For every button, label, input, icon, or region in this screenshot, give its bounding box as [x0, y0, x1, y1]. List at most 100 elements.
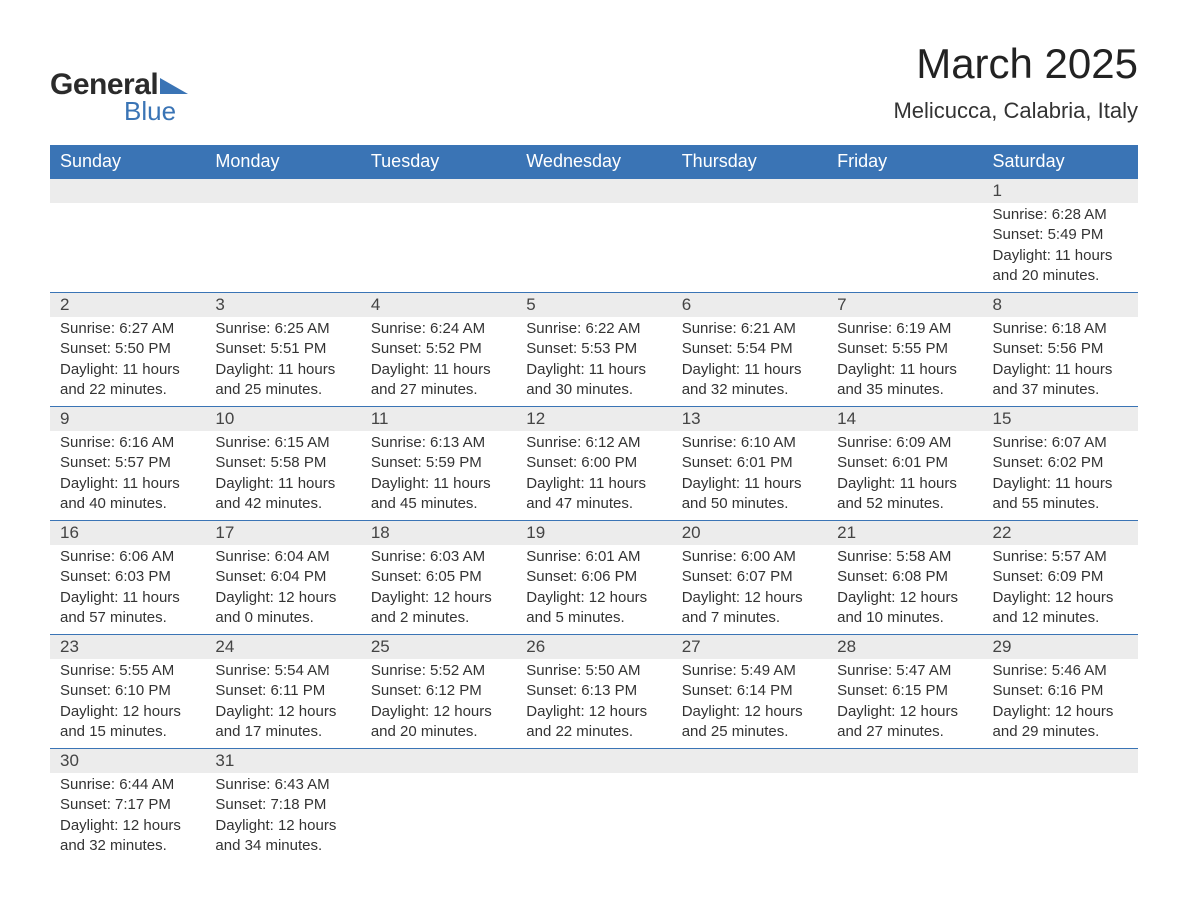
daylight-line2: and 27 minutes.	[371, 380, 506, 400]
day-cell: Sunrise: 5:50 AMSunset: 6:13 PMDaylight:…	[516, 659, 671, 749]
sunrise: Sunrise: 5:47 AM	[837, 661, 972, 681]
sunset	[60, 225, 195, 245]
sunset: Sunset: 5:49 PM	[993, 225, 1128, 245]
day-cell	[827, 203, 982, 293]
sunrise: Sunrise: 5:54 AM	[215, 661, 350, 681]
daylight-line1	[682, 246, 817, 266]
day-number: 21	[827, 521, 982, 546]
daylight-line1: Daylight: 11 hours	[60, 474, 195, 494]
sunrise: Sunrise: 6:12 AM	[526, 433, 661, 453]
day-cell: Sunrise: 6:44 AMSunset: 7:17 PMDaylight:…	[50, 773, 205, 862]
day-number: 14	[827, 407, 982, 432]
day-number	[983, 749, 1138, 774]
sunset	[371, 795, 506, 815]
daylight-line2: and 52 minutes.	[837, 494, 972, 514]
daylight-line1: Daylight: 12 hours	[215, 702, 350, 722]
detail-row: Sunrise: 6:28 AMSunset: 5:49 PMDaylight:…	[50, 203, 1138, 293]
sunrise: Sunrise: 5:49 AM	[682, 661, 817, 681]
sunrise: Sunrise: 5:57 AM	[993, 547, 1128, 567]
day-number: 6	[672, 293, 827, 318]
day-cell: Sunrise: 6:04 AMSunset: 6:04 PMDaylight:…	[205, 545, 360, 635]
day-number: 24	[205, 635, 360, 660]
daylight-line2: and 32 minutes.	[60, 836, 195, 856]
daylight-line1	[215, 246, 350, 266]
daylight-line1: Daylight: 11 hours	[993, 246, 1128, 266]
daylight-line2	[371, 836, 506, 856]
daylight-line2: and 20 minutes.	[371, 722, 506, 742]
sunset: Sunset: 6:03 PM	[60, 567, 195, 587]
logo: General Blue	[50, 40, 188, 127]
day-cell	[516, 203, 671, 293]
sunrise: Sunrise: 6:06 AM	[60, 547, 195, 567]
daylight-line1: Daylight: 12 hours	[526, 588, 661, 608]
day-number	[516, 749, 671, 774]
daylight-line1	[837, 816, 972, 836]
day-number	[50, 179, 205, 204]
daylight-line1: Daylight: 11 hours	[371, 474, 506, 494]
sunset: Sunset: 5:53 PM	[526, 339, 661, 359]
day-number	[827, 179, 982, 204]
day-cell: Sunrise: 5:49 AMSunset: 6:14 PMDaylight:…	[672, 659, 827, 749]
day-cell: Sunrise: 6:10 AMSunset: 6:01 PMDaylight:…	[672, 431, 827, 521]
sunset	[993, 795, 1128, 815]
day-cell: Sunrise: 6:03 AMSunset: 6:05 PMDaylight:…	[361, 545, 516, 635]
day-cell: Sunrise: 6:16 AMSunset: 5:57 PMDaylight:…	[50, 431, 205, 521]
detail-row: Sunrise: 6:16 AMSunset: 5:57 PMDaylight:…	[50, 431, 1138, 521]
daylight-line1: Daylight: 11 hours	[837, 360, 972, 380]
detail-row: Sunrise: 6:06 AMSunset: 6:03 PM Daylight:…	[50, 545, 1138, 635]
day-cell: Sunrise: 6:01 AMSunset: 6:06 PMDaylight:…	[516, 545, 671, 635]
day-number: 29	[983, 635, 1138, 660]
sunset	[215, 225, 350, 245]
sunrise	[682, 205, 817, 225]
sunset: Sunset: 5:54 PM	[682, 339, 817, 359]
sunrise	[526, 775, 661, 795]
daylight-line2: and 45 minutes.	[371, 494, 506, 514]
day-cell: Sunrise: 6:27 AMSunset: 5:50 PMDaylight:…	[50, 317, 205, 407]
daylight-line2: and 35 minutes.	[837, 380, 972, 400]
day-number	[205, 179, 360, 204]
sunrise: Sunrise: 6:01 AM	[526, 547, 661, 567]
day-cell: Sunrise: 6:25 AMSunset: 5:51 PMDaylight:…	[205, 317, 360, 407]
sunrise: Sunrise: 6:28 AM	[993, 205, 1128, 225]
day-number	[827, 749, 982, 774]
day-number: 28	[827, 635, 982, 660]
sunset: Sunset: 6:07 PM	[682, 567, 817, 587]
sunrise: Sunrise: 6:07 AM	[993, 433, 1128, 453]
sunset: Sunset: 5:56 PM	[993, 339, 1128, 359]
daynum-row: 1	[50, 179, 1138, 204]
sunrise: Sunrise: 5:46 AM	[993, 661, 1128, 681]
title-block: March 2025 Melicucca, Calabria, Italy	[893, 40, 1138, 124]
sunrise	[682, 775, 817, 795]
daynum-row: 3031	[50, 749, 1138, 774]
day-number: 13	[672, 407, 827, 432]
daylight-line2: and 17 minutes.	[215, 722, 350, 742]
sunrise: Sunrise: 6:13 AM	[371, 433, 506, 453]
day-cell	[50, 203, 205, 293]
daylight-line1: Daylight: 12 hours	[60, 702, 195, 722]
sunrise: Sunrise: 6:27 AM	[60, 319, 195, 339]
daylight-line2: and 47 minutes.	[526, 494, 661, 514]
daynum-row: 23242526272829	[50, 635, 1138, 660]
daylight-line1	[682, 816, 817, 836]
day-number: 8	[983, 293, 1138, 318]
daylight-line1: Daylight: 12 hours	[837, 588, 972, 608]
sunrise: Sunrise: 6:18 AM	[993, 319, 1128, 339]
day-cell: Sunrise: 6:18 AMSunset: 5:56 PMDaylight:…	[983, 317, 1138, 407]
sunset	[682, 795, 817, 815]
daylight-line2: and 7 minutes.	[682, 608, 817, 628]
sunrise	[837, 205, 972, 225]
sunrise	[60, 205, 195, 225]
day-cell	[827, 773, 982, 862]
sunset: Sunset: 7:17 PM	[60, 795, 195, 815]
day-header: Monday	[205, 145, 360, 179]
daylight-line2: and 2 minutes.	[371, 608, 506, 628]
day-cell: Sunrise: 6:24 AMSunset: 5:52 PMDaylight:…	[361, 317, 516, 407]
day-number	[672, 179, 827, 204]
sunrise: Sunrise: 6:09 AM	[837, 433, 972, 453]
daylight-line2: and 29 minutes.	[993, 722, 1128, 742]
daylight-line2: and 12 minutes.	[993, 608, 1128, 628]
sunrise: Sunrise: 6:19 AM	[837, 319, 972, 339]
day-cell	[672, 773, 827, 862]
day-cell: Sunrise: 6:21 AMSunset: 5:54 PMDaylight:…	[672, 317, 827, 407]
daylight-line2: and 55 minutes.	[993, 494, 1128, 514]
